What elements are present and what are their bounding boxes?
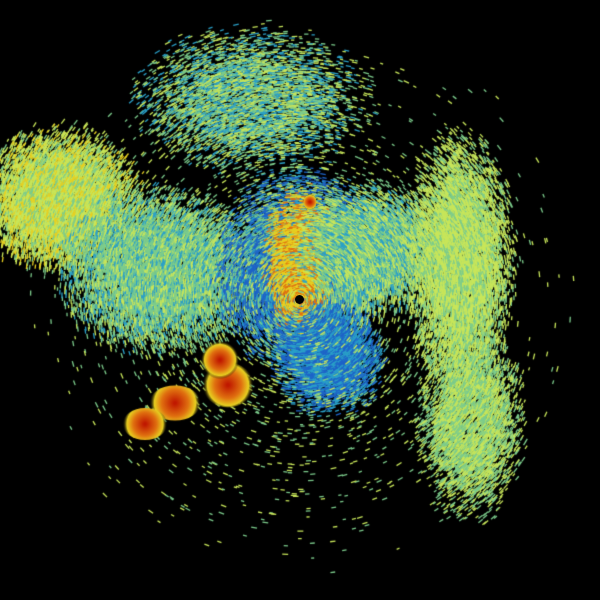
radar-site-marker [295, 295, 304, 304]
